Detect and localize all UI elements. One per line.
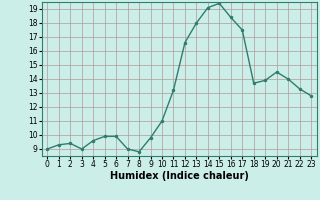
X-axis label: Humidex (Indice chaleur): Humidex (Indice chaleur) <box>110 171 249 181</box>
